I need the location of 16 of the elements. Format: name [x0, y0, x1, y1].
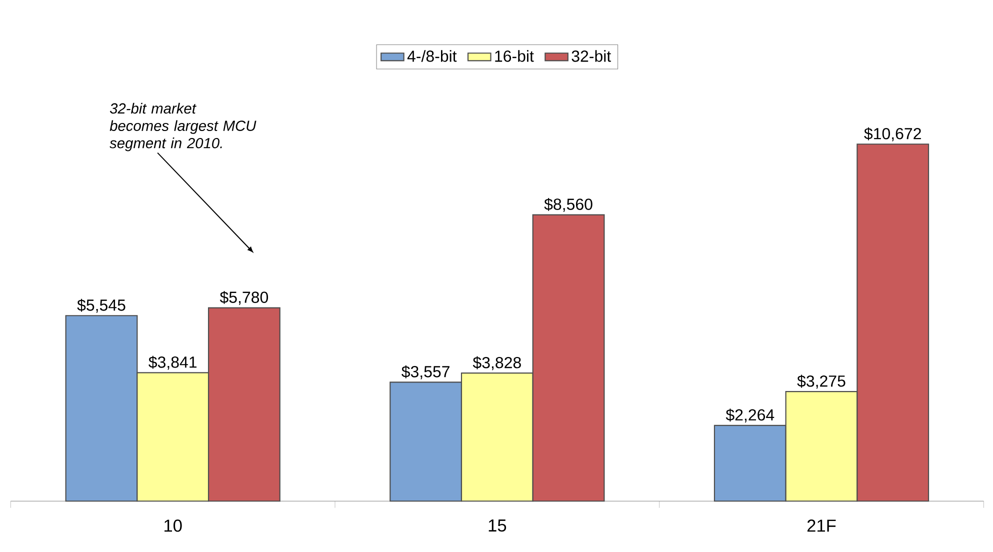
data-label: $3,557 [402, 365, 450, 380]
x-tick-label: 21F [807, 520, 836, 532]
data-label: $5,780 [220, 291, 268, 305]
legend-label: 32-bit [572, 50, 611, 62]
annotation: 32-bit market becomes largest MCU segment in 2010. [110, 102, 256, 152]
data-label: $3,275 [797, 374, 846, 389]
legend-label: 16-bit [495, 50, 534, 62]
x-tick-label: 15 [488, 520, 506, 532]
data-label: $2,264 [726, 408, 774, 423]
legend-label: 4-/8-bit [407, 50, 457, 62]
data-label: $8,560 [544, 198, 592, 212]
data-label: $3,841 [148, 356, 197, 370]
data-label: $10,672 [864, 127, 921, 142]
x-tick-label: 10 [164, 520, 182, 532]
data-label: $5,545 [77, 298, 126, 313]
data-label: $3,828 [472, 356, 521, 370]
